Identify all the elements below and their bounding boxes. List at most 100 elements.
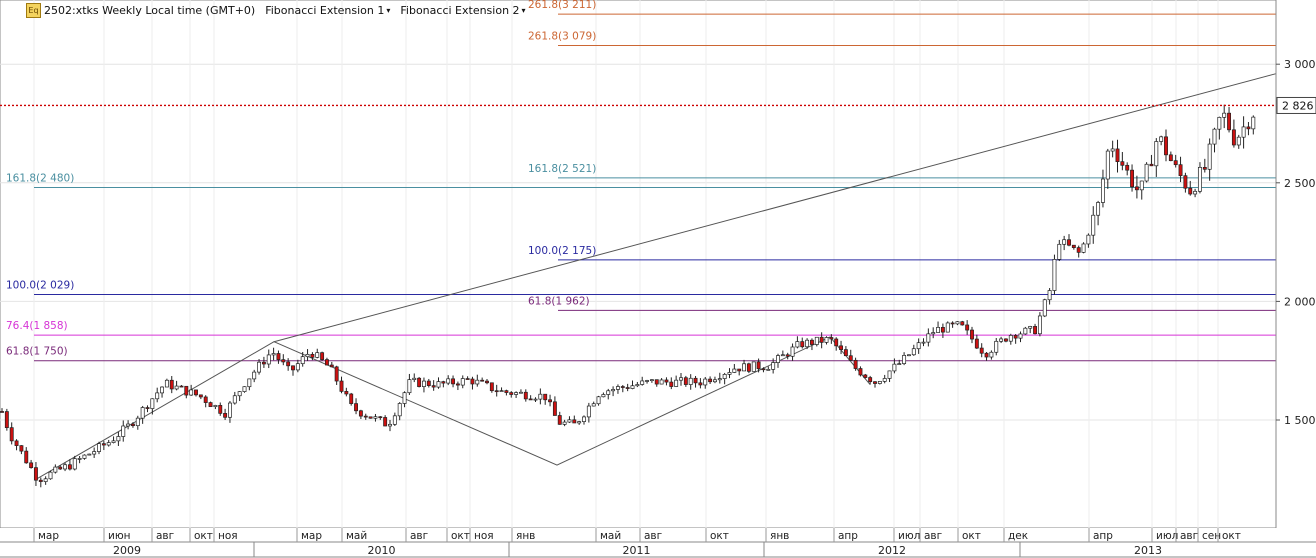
month-label: окт: [194, 530, 213, 542]
candle-up: [446, 378, 451, 384]
candle-up: [1144, 163, 1149, 182]
candle-up: [252, 371, 257, 380]
candle-up: [795, 341, 800, 348]
candle-up: [742, 363, 747, 372]
candle-up: [931, 332, 936, 335]
candle-up: [111, 440, 116, 443]
candle-up: [635, 384, 640, 387]
month-label: июл: [1156, 530, 1178, 542]
month-label: июн: [108, 530, 131, 542]
zigzag-line[interactable]: [35, 336, 871, 480]
candle-down: [145, 407, 150, 409]
candle-down: [451, 378, 456, 385]
candle-up: [150, 398, 155, 409]
candle-up: [911, 348, 916, 356]
candle-down: [286, 361, 291, 367]
candle-up: [877, 381, 882, 384]
candle-down: [693, 377, 698, 384]
candle-up: [53, 466, 58, 473]
candle-up: [717, 378, 722, 381]
fibonacci-extension-2-label: Fibonacci Extension 2: [400, 3, 520, 17]
candle-up: [135, 417, 140, 427]
candle-down: [940, 327, 945, 333]
fibonacci-extension-2[interactable]: 61.8(1 962) 100.0(2 175) 161.8(2 521) 261.8…: [528, 0, 1276, 311]
candle-down: [509, 392, 514, 395]
candle-down: [1246, 126, 1251, 130]
candle-up: [1154, 141, 1159, 167]
candle-down: [276, 353, 281, 360]
month-label: окт: [962, 530, 981, 542]
candle-up: [397, 403, 402, 417]
candle-up: [679, 377, 683, 381]
candle-up: [92, 451, 97, 455]
candle-up: [596, 396, 601, 405]
candle-up: [1028, 326, 1033, 329]
candle-down: [198, 394, 203, 398]
candle-up: [916, 342, 921, 350]
candle-down: [523, 391, 528, 400]
time-axis[interactable]: мар июн авг окт ноя мар май авг окт ноя янв май авг о…: [0, 528, 1316, 558]
candle-up: [392, 415, 397, 425]
candle-down: [9, 427, 14, 442]
candle-up: [776, 355, 780, 363]
candle-up: [160, 386, 164, 394]
chevron-down-icon: ▾: [386, 5, 391, 15]
candle-down: [494, 390, 499, 393]
candle-up: [402, 392, 407, 404]
candle-up: [295, 363, 300, 371]
candle-up: [1047, 290, 1052, 301]
candle-down: [625, 387, 630, 389]
price-tick-label: 1 500: [1284, 414, 1316, 427]
last-price-badge: [1276, 96, 1316, 114]
candle-up: [1052, 259, 1057, 291]
fibonacci-extension-1-menu[interactable]: Fibonacci Extension 1 ▾: [265, 4, 390, 17]
candle-up: [213, 405, 218, 408]
candle-down: [358, 410, 363, 417]
month-label: окт: [710, 530, 729, 542]
candle-up: [232, 395, 237, 404]
candle-down: [979, 347, 984, 354]
candle-up: [174, 385, 179, 390]
candle-down: [67, 464, 72, 470]
price-axis-bg: [1276, 0, 1316, 528]
candle-down: [378, 416, 383, 419]
price-axis[interactable]: 1 500 2 000 2 500 3 000 2 826: [1275, 0, 1316, 528]
eq-icon[interactable]: Eq: [26, 2, 41, 18]
candle-up: [116, 436, 121, 442]
price-tick-label: 2 500: [1284, 177, 1316, 190]
candle-down: [664, 379, 669, 383]
month-label: окт: [451, 530, 470, 542]
candle-up: [1236, 136, 1241, 146]
candle-down: [1164, 136, 1168, 156]
month-label: окт: [1222, 530, 1241, 542]
fib2-level-label: 261.8(3 211): [528, 0, 596, 11]
candle-up: [771, 362, 776, 370]
trendlines[interactable]: [35, 73, 1277, 480]
candle-up: [412, 377, 417, 380]
fibonacci-extension-1[interactable]: 61.8(1 750) 76.4(1 858) 100.0(2 029) 161.8(…: [6, 173, 1276, 362]
candle-down: [1188, 187, 1193, 195]
candle-down: [470, 378, 475, 385]
candle-up: [727, 372, 732, 375]
fibonacci-extension-2-menu[interactable]: Fibonacci Extension 2 ▾: [400, 4, 525, 17]
candle-up: [1105, 150, 1110, 180]
candle-up: [126, 423, 131, 427]
trend-line[interactable]: [273, 73, 1277, 343]
candle-down: [1183, 175, 1188, 189]
candle-up: [140, 407, 145, 419]
month-label: авг: [1180, 530, 1198, 542]
candle-up: [994, 340, 999, 353]
candle-up: [814, 336, 819, 345]
candle-up: [611, 389, 616, 392]
candle-up: [591, 403, 596, 407]
candle-up: [586, 405, 591, 418]
grid: [0, 0, 1277, 529]
candle-up: [1241, 126, 1246, 138]
candle-down: [417, 377, 422, 387]
candle-up: [518, 391, 523, 394]
fib1-level-label: 61.8(1 750): [6, 346, 68, 358]
candle-down: [334, 366, 339, 382]
candle-down: [1003, 338, 1008, 342]
